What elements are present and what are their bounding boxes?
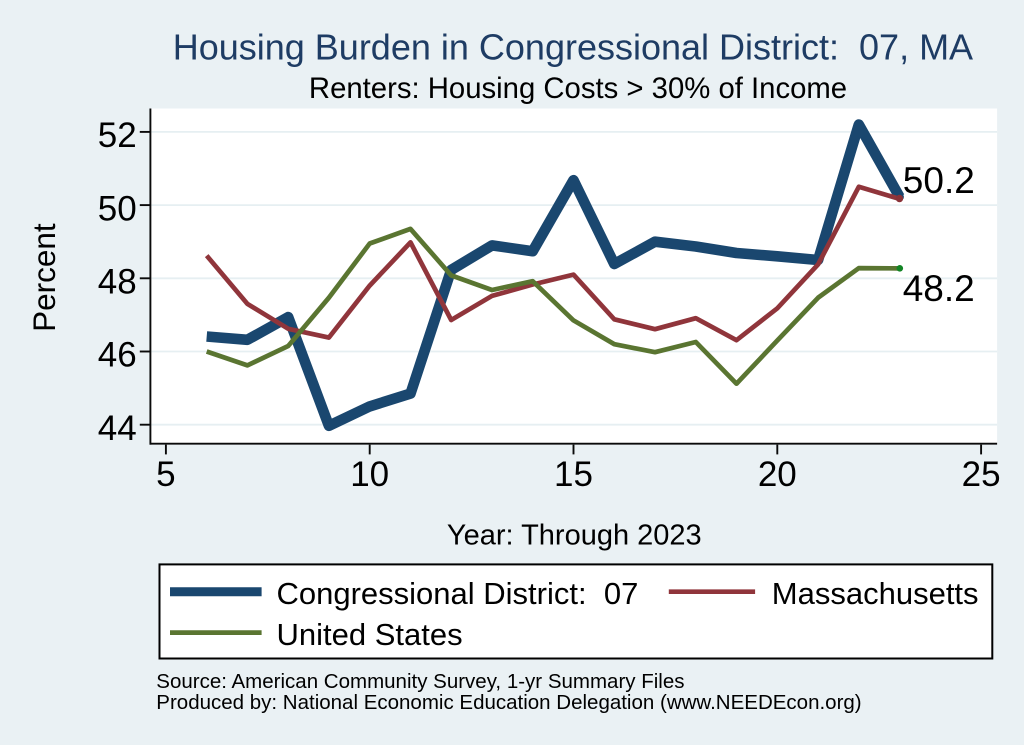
svg-text:10: 10: [350, 455, 389, 494]
svg-text:25: 25: [962, 455, 1001, 494]
svg-text:5: 5: [156, 455, 175, 494]
svg-text:Congressional District: 07: Congressional District: 07: [277, 576, 639, 611]
svg-text:48.2: 48.2: [903, 268, 975, 309]
svg-text:United States: United States: [277, 617, 463, 652]
svg-text:46: 46: [98, 336, 137, 375]
svg-text:48: 48: [98, 263, 137, 302]
svg-text:50: 50: [98, 189, 137, 228]
svg-text:Renters: Housing Costs > 30% o: Renters: Housing Costs > 30% of Income: [309, 72, 847, 105]
svg-text:Produced by: National Economic: Produced by: National Economic Education…: [156, 691, 861, 714]
svg-text:20: 20: [758, 455, 797, 494]
svg-text:15: 15: [554, 455, 593, 494]
svg-text:Year: Through 2023: Year: Through 2023: [447, 520, 702, 552]
svg-text:50.2: 50.2: [903, 160, 975, 201]
svg-text:44: 44: [98, 409, 137, 448]
svg-text:Percent: Percent: [26, 223, 62, 332]
svg-text:52: 52: [98, 116, 137, 155]
svg-text:Source: American Community Sur: Source: American Community Survey, 1-yr …: [156, 670, 684, 693]
svg-text:Housing Burden in Congressiona: Housing Burden in Congressional District…: [173, 26, 973, 67]
svg-text:Massachusetts: Massachusetts: [772, 576, 979, 611]
